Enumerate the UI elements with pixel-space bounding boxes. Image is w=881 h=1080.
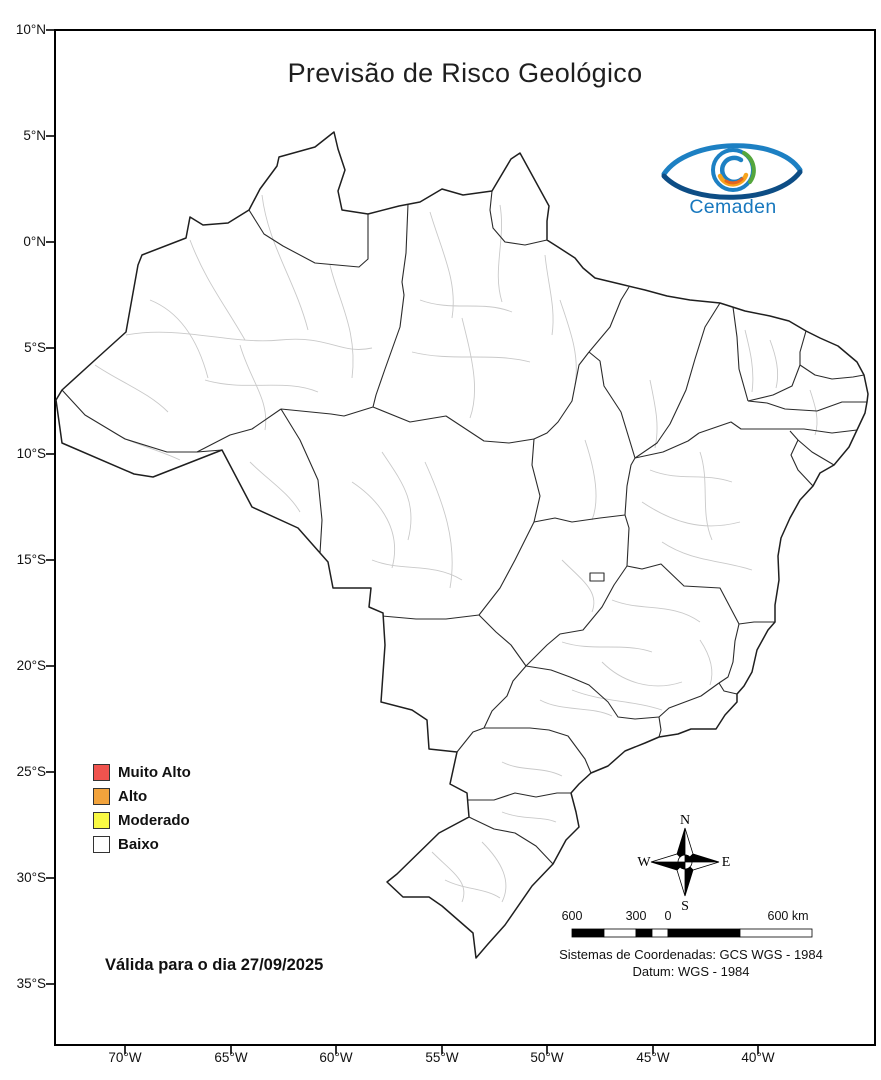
legend-item-alto: Alto: [93, 784, 191, 808]
longitude-tick-marks: [124, 1045, 759, 1054]
lat-tick-label-35s: 35°S: [16, 976, 46, 991]
lat-tick-label-20s: 20°S: [16, 658, 46, 673]
lon-tick-label-50w: 50°W: [530, 1050, 564, 1065]
legend-label-muito-alto: Muito Alto: [118, 763, 191, 781]
legend-label-baixo: Baixo: [118, 835, 159, 853]
coordinate-system-text: Sistemas de Coordenadas: GCS WGS - 1984: [559, 947, 823, 962]
lat-tick-label-5n: 5°N: [23, 128, 46, 143]
lat-tick-label-5s: 5°S: [24, 340, 46, 355]
scale-label-300: 300: [625, 909, 647, 923]
validity-date-text: Válida para o dia 27/09/2025: [105, 956, 324, 974]
legend-swatch-muito-alto: [93, 763, 110, 781]
legend-item-moderado: Moderado: [93, 808, 191, 832]
lat-tick-label-15s: 15°S: [16, 552, 46, 567]
lon-tick-label-70w: 70°W: [108, 1050, 142, 1065]
cemaden-logo-icon: [661, 143, 803, 200]
legend-label-alto: Alto: [118, 787, 148, 805]
compass-east-label: E: [722, 855, 731, 870]
brazil-outline-fill: [56, 132, 868, 958]
scale-label-0: 0: [664, 909, 672, 923]
lon-tick-label-60w: 60°W: [319, 1050, 353, 1065]
compass-south-label: S: [681, 899, 689, 914]
legend-item-baixo: Baixo: [93, 832, 191, 856]
map-frame: [54, 29, 876, 1046]
legend-swatch-alto: [93, 787, 110, 805]
compass-north-label: N: [680, 813, 690, 828]
state-borders: [61, 190, 867, 865]
lon-tick-label-55w: 55°W: [425, 1050, 459, 1065]
cemaden-logo-wordmark: Cemaden: [689, 196, 777, 218]
legend-swatch-baixo: [93, 835, 110, 853]
lat-tick-label-30s: 30°S: [16, 870, 46, 885]
lat-tick-label-10n: 10°N: [15, 22, 46, 37]
risk-legend: Muito Alto Alto Moderado Baixo: [93, 760, 191, 856]
legend-item-muito-alto: Muito Alto: [93, 760, 191, 784]
lat-tick-label-25s: 25°S: [16, 764, 46, 779]
lon-tick-label-65w: 65°W: [214, 1050, 248, 1065]
latitude-tick-marks: [46, 29, 55, 985]
compass-rose-icon: [650, 827, 720, 897]
map-title: Previsão de Risco Geológico: [287, 58, 643, 88]
lat-tick-label-10s: 10°S: [16, 446, 46, 461]
legend-label-moderado: Moderado: [118, 811, 190, 829]
lat-tick-label-0n: 0°N: [23, 234, 46, 249]
lon-tick-label-45w: 45°W: [636, 1050, 670, 1065]
scale-bar: [571, 928, 813, 938]
datum-text: Datum: WGS - 1984: [632, 964, 750, 979]
compass-west-label: W: [637, 855, 651, 870]
brazil-outline: [55, 131, 869, 959]
legend-swatch-moderado: [93, 811, 110, 829]
scale-label-600-km: 600 km: [767, 909, 809, 923]
scale-label-600-left: 600: [561, 909, 583, 923]
subregion-borders: [94, 194, 818, 903]
lon-tick-label-40w: 40°W: [741, 1050, 775, 1065]
